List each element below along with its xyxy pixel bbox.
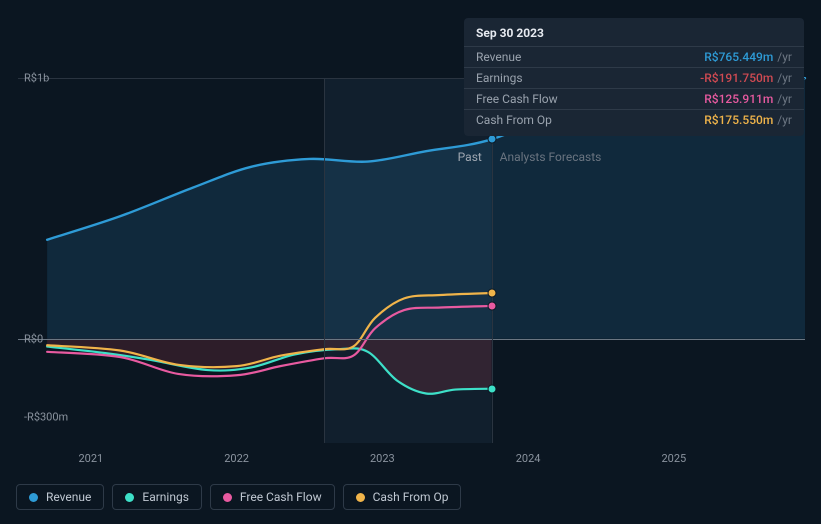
legend-item-cfo[interactable]: Cash From Op xyxy=(343,484,462,510)
legend-swatch xyxy=(223,493,232,502)
x-axis-label: 2022 xyxy=(224,452,249,465)
legend-label: Free Cash Flow xyxy=(240,490,322,504)
tooltip-row-unit: /yr xyxy=(777,113,792,127)
chart-legend: Revenue Earnings Free Cash Flow Cash From O… xyxy=(16,484,461,510)
tooltip-row-label: Free Cash Flow xyxy=(476,92,704,106)
tooltip-row: Earnings-R$191.750m/yr xyxy=(464,67,804,88)
legend-swatch xyxy=(125,493,134,502)
x-axis-label: 2021 xyxy=(78,452,103,465)
legend-label: Earnings xyxy=(142,490,189,504)
earnings-marker xyxy=(487,384,496,393)
x-axis-label: 2024 xyxy=(516,452,541,465)
tooltip-row-value: R$125.911m xyxy=(704,92,773,106)
y-axis-label: -R$300m xyxy=(24,410,68,423)
tooltip-row: Cash From OpR$175.550m/yr xyxy=(464,109,804,130)
forecast-label: Analysts Forecasts xyxy=(500,150,602,164)
revenue-marker xyxy=(487,135,496,144)
tooltip-row-label: Earnings xyxy=(476,71,700,85)
past-label: Past xyxy=(458,150,482,164)
tooltip-row-unit: /yr xyxy=(777,71,792,85)
tooltip-row: RevenueR$765.449m/yr xyxy=(464,46,804,67)
tooltip-row-label: Cash From Op xyxy=(476,113,704,127)
legend-item-revenue[interactable]: Revenue xyxy=(16,484,104,510)
chart-tooltip: Sep 30 2023 RevenueR$765.449m/yrEarnings… xyxy=(464,18,804,136)
tooltip-row: Free Cash FlowR$125.911m/yr xyxy=(464,88,804,109)
x-axis-label: 2025 xyxy=(661,452,686,465)
tooltip-date: Sep 30 2023 xyxy=(464,24,804,46)
fcf-marker xyxy=(487,301,496,310)
y-axis-label: R$0 xyxy=(24,332,43,345)
legend-label: Revenue xyxy=(46,490,91,504)
shade-start-line xyxy=(324,78,325,443)
legend-swatch xyxy=(356,493,365,502)
tooltip-row-unit: /yr xyxy=(777,92,792,106)
legend-item-fcf[interactable]: Free Cash Flow xyxy=(210,484,335,510)
zero-gridline xyxy=(18,339,805,340)
tooltip-row-value: R$175.550m xyxy=(704,113,773,127)
tooltip-row-label: Revenue xyxy=(476,50,704,64)
y-axis-label: R$1b xyxy=(24,72,49,85)
tooltip-row-value: R$765.449m xyxy=(704,50,773,64)
legend-item-earnings[interactable]: Earnings xyxy=(112,484,202,510)
legend-label: Cash From Op xyxy=(373,490,449,504)
cfo-marker xyxy=(487,289,496,298)
legend-swatch xyxy=(29,493,38,502)
tooltip-row-value: -R$191.750m xyxy=(700,71,773,85)
x-axis-label: 2023 xyxy=(370,452,395,465)
tooltip-row-unit: /yr xyxy=(777,50,792,64)
